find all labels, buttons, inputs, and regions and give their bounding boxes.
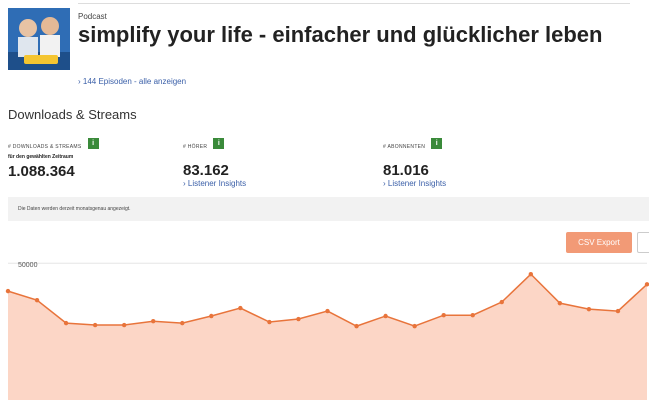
- kpi-label: # DOWNLOADS & STREAMS: [8, 144, 82, 150]
- chart: 50000: [5, 262, 649, 400]
- data-point: [63, 320, 69, 326]
- podcast-title: simplify your life - einfacher und glück…: [78, 22, 603, 47]
- data-point: [354, 323, 359, 329]
- episodes-link[interactable]: › 144 Episoden - alle anzeigen: [78, 77, 187, 86]
- data-point: [412, 323, 417, 329]
- cover-image: [8, 8, 70, 70]
- data-point: [267, 319, 272, 325]
- kpi-value: 81.016: [383, 162, 429, 179]
- data-point: [121, 322, 127, 328]
- kpi-label: # HÖRER: [183, 144, 208, 150]
- podcast-label: Podcast: [78, 12, 107, 21]
- kpi-value: 83.162: [183, 162, 229, 179]
- button-label: CSV Export: [578, 238, 620, 247]
- notice-text: Die Daten werden derzeit monatsgenau ang…: [18, 206, 131, 212]
- data-point: [5, 288, 11, 294]
- data-point: [528, 271, 534, 277]
- notice-box: Die Daten werden derzeit monatsgenau ang…: [8, 197, 649, 221]
- data-point: [441, 312, 446, 318]
- calendar-button[interactable]: [637, 232, 649, 253]
- info-badge[interactable]: i: [431, 138, 443, 150]
- kpi-label: # ABONNENTEN: [383, 144, 426, 150]
- data-point: [325, 308, 330, 314]
- kpi-sublabel: für den gewählten Zeitraum: [8, 154, 74, 160]
- insights-link[interactable]: › Listener Insights: [383, 179, 447, 188]
- info-badge[interactable]: i: [213, 138, 225, 150]
- data-point: [499, 299, 504, 305]
- data-point: [151, 319, 156, 324]
- kpi: # DOWNLOADS & STREAMS i für den gewählten…: [8, 135, 99, 180]
- section-title: Downloads & Streams: [8, 107, 137, 122]
- data-point: [238, 305, 243, 311]
- insights-link[interactable]: › Listener Insights: [183, 179, 247, 188]
- csv-export-button[interactable]: CSV Export: [566, 232, 632, 253]
- kpi-value: 1.088.364: [8, 163, 75, 180]
- divider: [78, 3, 630, 4]
- data-point: [296, 316, 301, 322]
- data-point: [92, 322, 98, 328]
- area-fill: [8, 274, 647, 400]
- info-badge[interactable]: i: [87, 138, 99, 150]
- data-point: [615, 308, 621, 314]
- kpi: # HÖRER i 83.162 › Listener Insights: [183, 135, 246, 188]
- data-point: [383, 313, 388, 319]
- kpi: # ABONNENTEN i 81.016 › Listener Insights: [383, 135, 446, 188]
- data-point: [209, 313, 214, 319]
- data-point: [586, 306, 592, 312]
- data-point: [644, 282, 649, 287]
- data-point: [557, 300, 563, 306]
- data-point: [34, 297, 40, 303]
- data-point: [180, 320, 185, 326]
- data-point: [470, 312, 475, 318]
- y-tick-label: 50000: [18, 262, 38, 269]
